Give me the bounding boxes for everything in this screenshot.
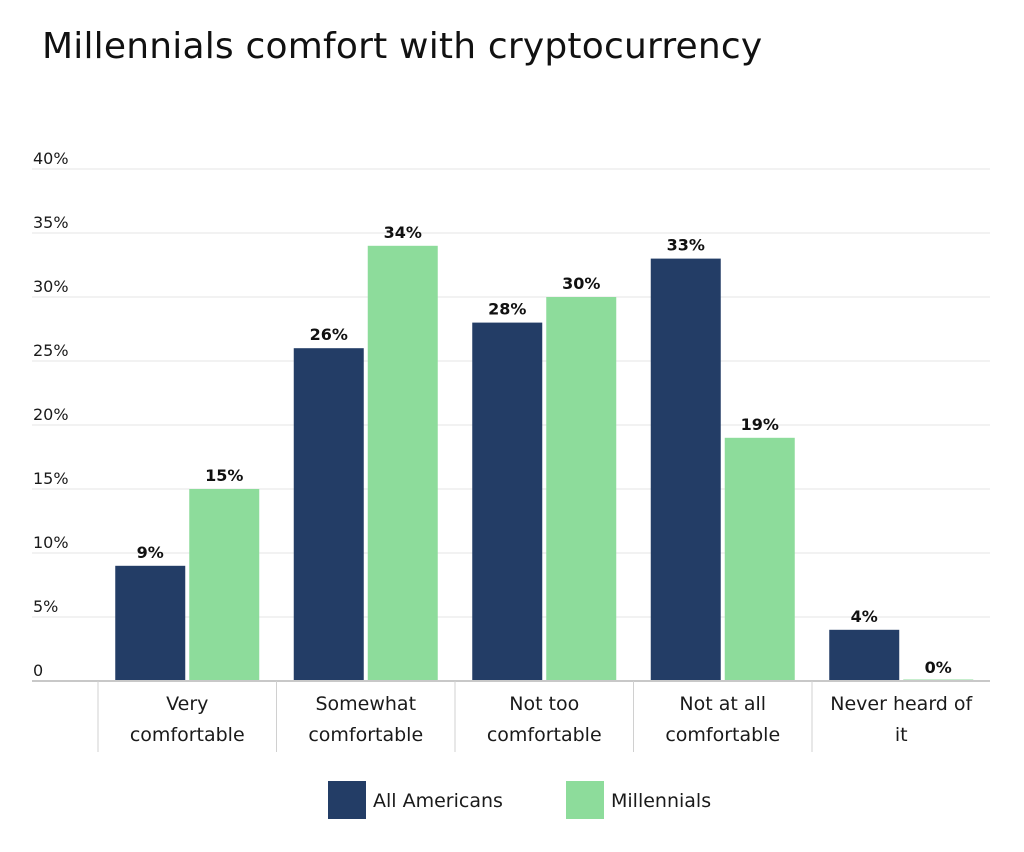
- x-tick-label: it: [895, 724, 908, 746]
- x-tick-label: comfortable: [308, 724, 423, 746]
- y-tick-label: 25%: [33, 341, 69, 360]
- data-label: 9%: [137, 543, 164, 562]
- y-tick-label: 20%: [33, 405, 69, 424]
- data-label: 34%: [384, 223, 422, 242]
- legend: All Americans Millennials: [328, 781, 711, 819]
- data-label: 19%: [741, 415, 779, 434]
- data-label: 0%: [925, 658, 952, 677]
- data-label: 28%: [488, 300, 526, 319]
- data-label: 4%: [851, 607, 878, 626]
- bar-millennials: [367, 245, 438, 682]
- y-tick-label: 15%: [33, 469, 69, 488]
- x-tick-label: comfortable: [487, 724, 602, 746]
- bar-millennials: [546, 297, 617, 681]
- data-label: 30%: [562, 274, 600, 293]
- x-tick-label: Never heard of: [830, 693, 973, 715]
- y-tick-label: 0: [33, 661, 43, 680]
- y-axis-ticks: 0 5% 10% 15% 20% 25% 30% 35% 40%: [33, 149, 69, 680]
- y-tick-label: 30%: [33, 277, 69, 296]
- x-tick-label: Somewhat: [315, 693, 416, 715]
- chart-title: Millennials comfort with cryptocurrency: [42, 26, 763, 67]
- bar-millennials: [724, 437, 795, 681]
- legend-swatch-all-americans: [328, 781, 366, 819]
- y-tick-label: 40%: [33, 149, 69, 168]
- x-tick-label: comfortable: [665, 724, 780, 746]
- x-tick-label: comfortable: [130, 724, 245, 746]
- data-labels: 9% 15% 26% 34% 28% 30% 33% 19% 4% 0%: [137, 223, 952, 677]
- data-label: 26%: [310, 325, 348, 344]
- x-tick-label: Very: [166, 693, 208, 715]
- bar-all-americans: [829, 629, 900, 681]
- x-tick-label: Not at all: [679, 693, 766, 715]
- bar-all-americans: [472, 322, 543, 681]
- legend-label: All Americans: [373, 790, 503, 812]
- y-tick-label: 35%: [33, 213, 69, 232]
- y-tick-label: 10%: [33, 533, 69, 552]
- legend-label: Millennials: [611, 790, 711, 812]
- bar-millennials: [189, 489, 260, 681]
- bar-all-americans: [650, 258, 721, 681]
- x-axis: Very comfortable Somewhat comfortable Not to…: [32, 680, 990, 752]
- data-label: 33%: [667, 236, 705, 255]
- bar-all-americans: [293, 348, 364, 681]
- x-tick-label: Not too: [509, 693, 579, 715]
- y-tick-label: 5%: [33, 597, 58, 616]
- bar-all-americans: [115, 565, 186, 681]
- data-label: 15%: [205, 466, 243, 485]
- bars: [115, 245, 974, 682]
- legend-swatch-millennials: [566, 781, 604, 819]
